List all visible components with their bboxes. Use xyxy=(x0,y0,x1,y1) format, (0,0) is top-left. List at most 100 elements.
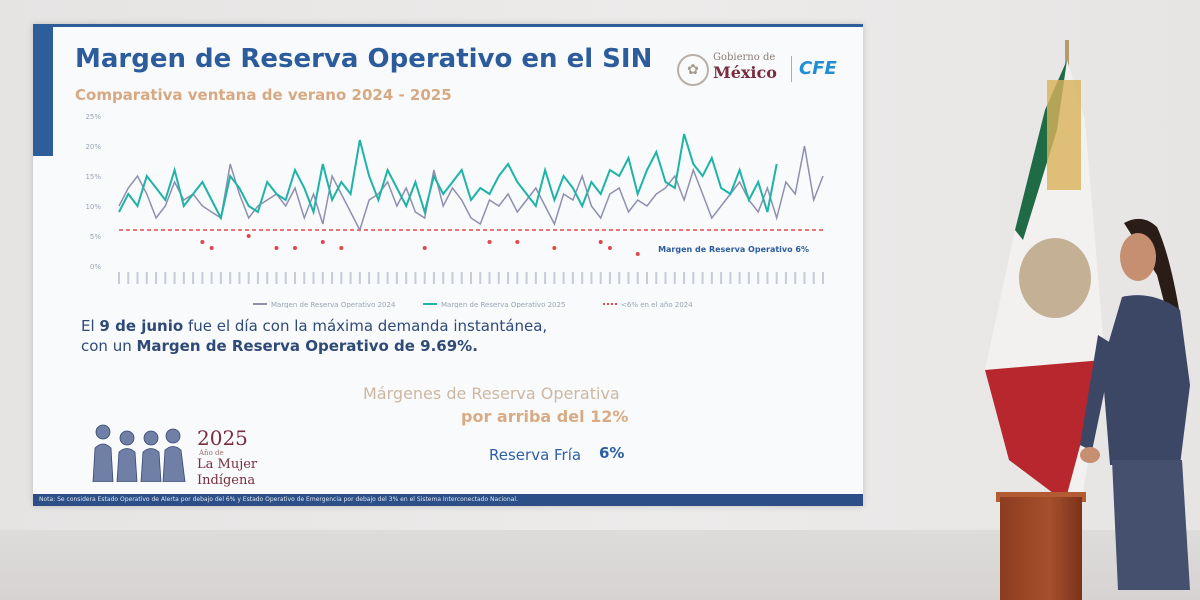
cfe-logo: CFE xyxy=(799,58,837,79)
slide-accent-bar xyxy=(33,24,53,156)
x-tick xyxy=(219,272,222,284)
below-threshold-point xyxy=(339,246,344,250)
x-tick xyxy=(655,272,658,284)
x-tick xyxy=(664,272,667,284)
x-tick xyxy=(627,272,630,284)
x-tick xyxy=(470,272,472,284)
logos: ✿ Gobierno de México CFE xyxy=(673,50,853,88)
x-tick xyxy=(794,272,797,284)
legend-label: Margen de Reserva Operativo 2025 xyxy=(441,301,565,308)
statement-part3: con un xyxy=(81,337,137,355)
x-tick xyxy=(812,272,815,284)
x-tick xyxy=(747,272,750,284)
x-tick xyxy=(516,272,519,284)
hands xyxy=(1080,447,1100,463)
year-line2: Indígena xyxy=(197,473,256,488)
x-tick xyxy=(331,272,334,284)
year-small-text: Año de xyxy=(199,449,224,457)
x-tick xyxy=(386,272,389,284)
slide-subtitle: Comparativa ventana de verano 2024 - 202… xyxy=(75,86,452,104)
x-tick xyxy=(256,272,259,284)
below-threshold-point xyxy=(320,240,325,244)
x-tick xyxy=(608,272,611,284)
below-threshold-point xyxy=(200,240,205,244)
x-tick xyxy=(145,272,148,284)
jacket xyxy=(1102,295,1190,465)
x-tick xyxy=(822,272,824,284)
x-tick xyxy=(757,272,760,284)
x-tick xyxy=(358,272,361,284)
y-tick-label: 10% xyxy=(85,203,101,211)
x-tick xyxy=(692,272,695,284)
x-tick xyxy=(164,272,167,284)
year-line1: La Mujer xyxy=(197,457,258,472)
x-tick xyxy=(534,272,537,284)
coat-of-arms-icon xyxy=(1019,238,1091,318)
x-tick xyxy=(636,272,639,284)
below-threshold-point xyxy=(598,240,603,244)
margenes-value: por arriba del 12% xyxy=(461,407,629,426)
seal-icon: ✿ xyxy=(677,54,709,86)
x-tick xyxy=(432,272,435,284)
x-tick xyxy=(303,272,306,284)
statement-value: Margen de Reserva Operativo de 9.69%. xyxy=(136,337,478,355)
series-2024-line xyxy=(118,145,824,232)
threshold-label: Margen de Reserva Operativo 6% xyxy=(658,245,809,254)
x-tick xyxy=(590,272,593,284)
margenes-label: Márgenes de Reserva Operativa xyxy=(363,384,620,403)
below-threshold-point xyxy=(607,246,612,250)
x-tick xyxy=(562,272,565,284)
flag-ribbon xyxy=(1047,80,1081,190)
y-tick-label: 15% xyxy=(85,173,101,181)
x-axis-ticks xyxy=(118,272,824,284)
y-axis: 25% 20% 15% 10% 5% 0% xyxy=(85,113,101,271)
series-2025-line xyxy=(118,133,778,221)
below-threshold-point xyxy=(552,246,557,250)
x-tick xyxy=(766,272,769,284)
x-tick xyxy=(118,272,120,284)
line-chart: 25% 20% 15% 10% 5% 0% Margen de Reserva Opera… xyxy=(85,113,824,308)
arm xyxy=(1080,335,1114,451)
y-tick-label: 20% xyxy=(85,143,101,151)
x-tick xyxy=(266,272,269,284)
x-tick xyxy=(710,272,713,284)
x-tick xyxy=(368,272,371,284)
x-tick xyxy=(340,272,343,284)
x-tick xyxy=(729,272,732,284)
x-tick xyxy=(192,272,195,284)
below-threshold-point xyxy=(209,246,214,250)
x-tick xyxy=(646,272,648,284)
x-tick xyxy=(284,272,287,284)
x-tick xyxy=(173,272,176,284)
x-tick xyxy=(377,272,380,284)
hair xyxy=(1124,218,1180,325)
x-tick xyxy=(507,272,510,284)
x-tick xyxy=(784,272,787,284)
below-threshold-point xyxy=(635,252,640,256)
below-threshold-point xyxy=(515,240,520,244)
gobierno-label: Gobierno de xyxy=(713,52,776,63)
x-tick xyxy=(451,272,454,284)
below-threshold-point xyxy=(246,234,251,238)
y-tick-label: 0% xyxy=(90,263,101,271)
below-threshold-point xyxy=(293,246,297,250)
legend-label: <6% en el año 2024 xyxy=(621,301,693,308)
mexican-flag xyxy=(985,40,1105,500)
below-threshold-point xyxy=(422,246,427,250)
below-threshold-point xyxy=(274,246,279,250)
podium xyxy=(1000,497,1082,600)
x-tick xyxy=(460,272,463,284)
x-tick xyxy=(479,272,482,284)
x-tick xyxy=(321,272,324,284)
x-tick xyxy=(294,272,296,284)
x-tick xyxy=(442,272,445,284)
x-tick xyxy=(155,272,158,284)
x-tick xyxy=(683,272,686,284)
x-tick xyxy=(210,272,213,284)
x-tick xyxy=(182,272,185,284)
x-tick xyxy=(720,272,723,284)
slide-top-line xyxy=(53,24,863,27)
reserva-fria-label: Reserva Fría xyxy=(489,446,582,464)
x-tick xyxy=(599,272,602,284)
y-tick-label: 25% xyxy=(85,113,101,121)
